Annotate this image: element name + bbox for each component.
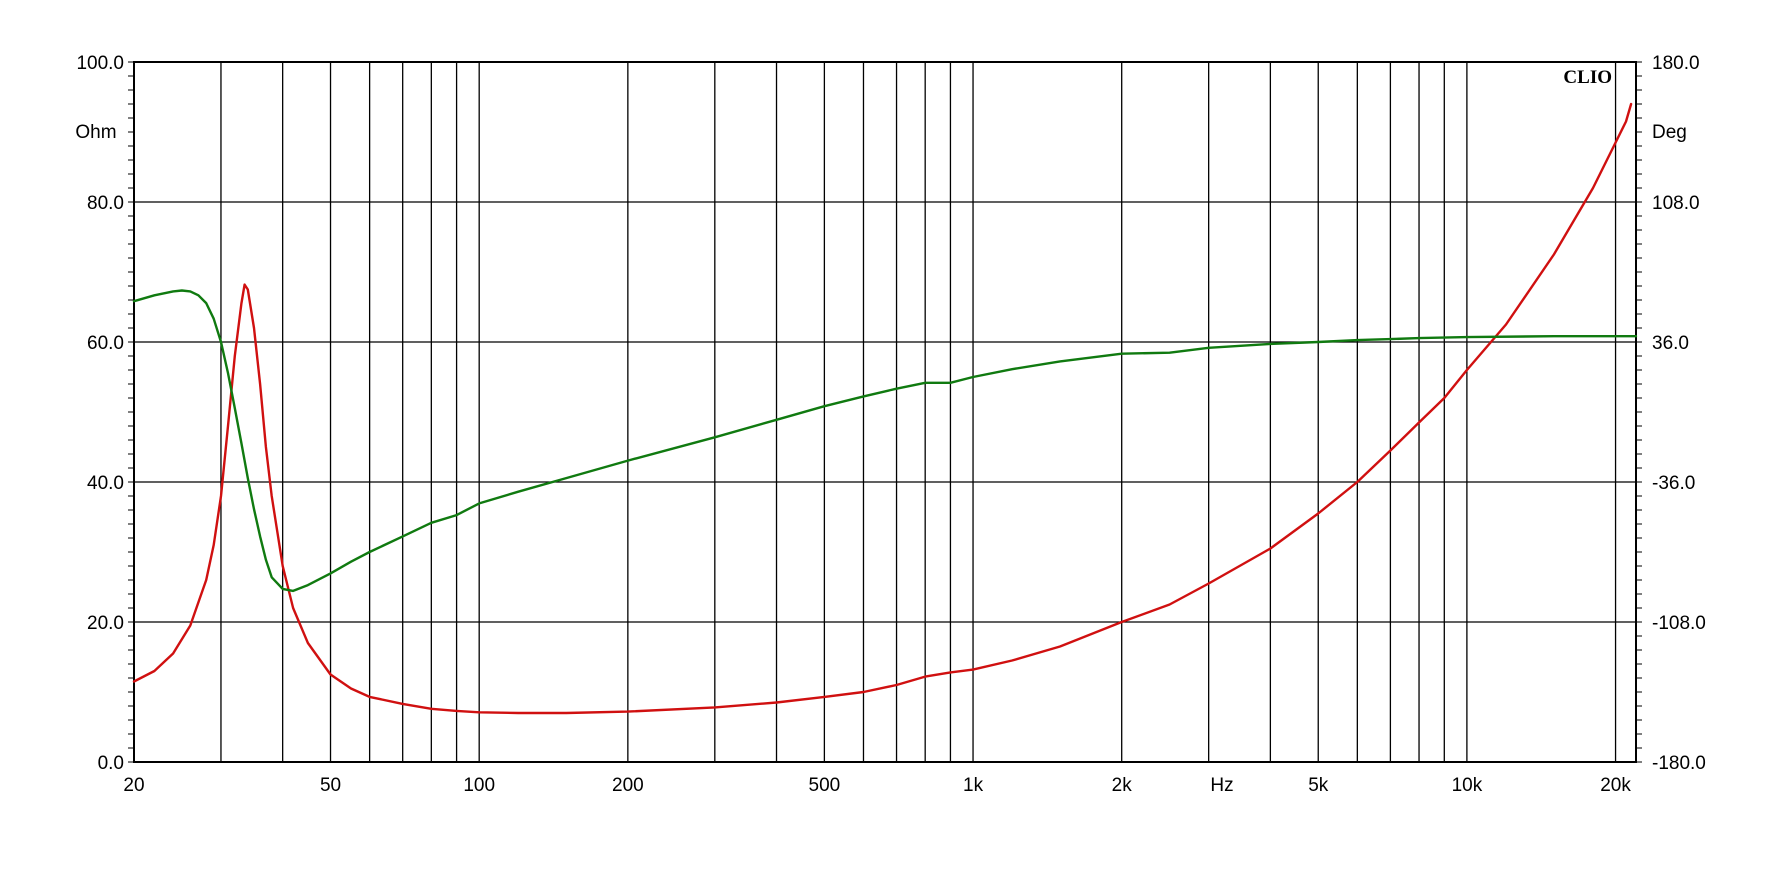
phase-series-line (132, 289, 1638, 593)
minor-ticks (128, 61, 1642, 763)
x-tick-label: 200 (612, 775, 644, 796)
y-right-tick-label: -180.0 (1652, 753, 1706, 774)
x-tick-label: 500 (809, 775, 841, 796)
y-left-tick-label: 100.0 (76, 53, 124, 74)
y-left-tick-label: 60.0 (87, 333, 124, 354)
axis-labels: 0.0 20.0 40.0 60.0 80.0 100.0 -180.0 -108.0 -36.… (76, 53, 1705, 796)
series (132, 102, 1638, 715)
grid (134, 61, 1636, 763)
plot-frame (133, 61, 1637, 763)
y-left-tick-label: 20.0 (87, 613, 124, 634)
y-left-tick-label: 40.0 (87, 473, 124, 494)
x-tick-label: 10k (1452, 775, 1483, 796)
brand-logo: CLIO (1563, 67, 1612, 88)
y-left-unit-label: Ohm (75, 122, 116, 143)
y-left-tick-label: 0.0 (98, 753, 124, 774)
y-left-tick-label: 80.0 (87, 193, 124, 214)
x-tick-label: 20 (123, 775, 144, 796)
x-unit-label: Hz (1210, 775, 1233, 796)
y-right-tick-label: 180.0 (1652, 53, 1700, 74)
x-tick-label: 2k (1112, 775, 1133, 796)
y-right-tick-label: -108.0 (1652, 613, 1706, 634)
y-right-tick-label: -36.0 (1652, 473, 1695, 494)
x-tick-label: 20k (1600, 775, 1631, 796)
x-tick-label: 50 (320, 775, 341, 796)
x-tick-label: 100 (463, 775, 495, 796)
y-right-unit-label: Deg (1652, 122, 1687, 143)
y-right-tick-label: 108.0 (1652, 193, 1700, 214)
x-tick-label: 1k (963, 775, 984, 796)
y-right-tick-label: 36.0 (1652, 333, 1689, 354)
x-tick-label: 5k (1308, 775, 1329, 796)
impedance-series-line (132, 102, 1633, 715)
